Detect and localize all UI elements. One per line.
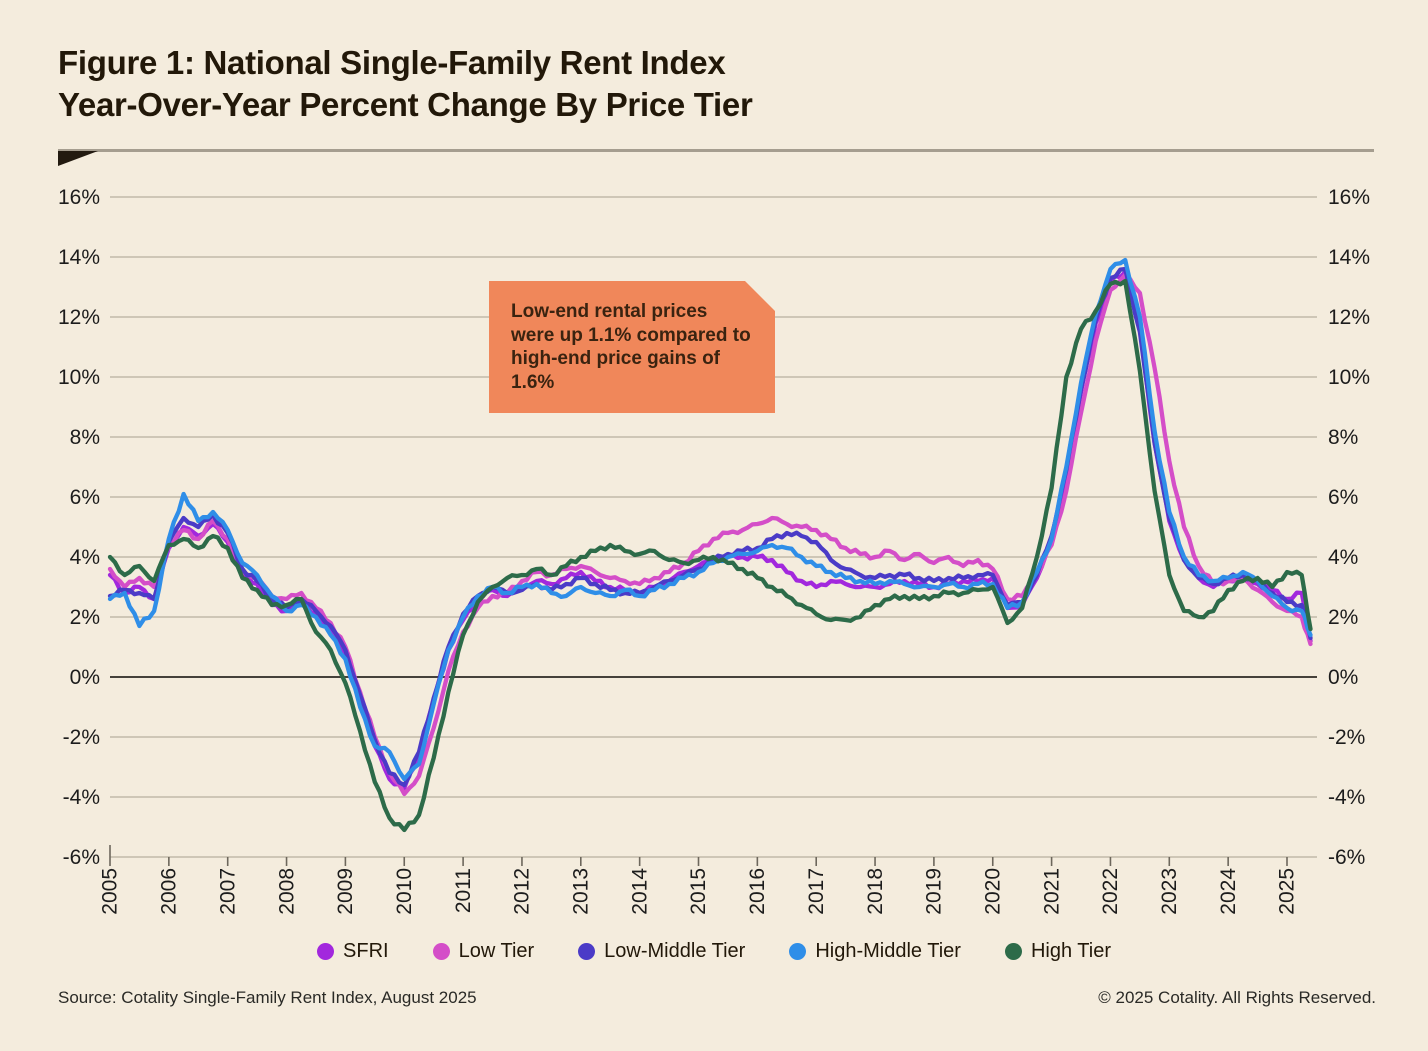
- y-axis-label-left-2pct: 2%: [70, 606, 100, 629]
- legend-dot-high-tier: [1004, 943, 1022, 960]
- copyright-note: © 2025 Cotality. All Rights Reserved.: [1098, 988, 1376, 1007]
- source-note: Source: Cotality Single-Family Rent Inde…: [58, 988, 477, 1007]
- legend-label-low-middle-tier: Low-Middle Tier: [604, 940, 746, 962]
- x-axis-label-2024: 2024: [1217, 868, 1240, 915]
- x-axis-label-2012: 2012: [511, 868, 534, 915]
- x-axis-label-2017: 2017: [805, 868, 828, 915]
- legend-dot-low-middle-tier: [578, 943, 596, 960]
- legend-item-low-tier: Low Tier: [432, 940, 535, 963]
- y-axis-label-right-12pct: 12%: [1328, 306, 1370, 329]
- y-axis-label-right-14pct: 14%: [1328, 246, 1370, 269]
- legend-dot-sfri: [317, 943, 335, 960]
- y-axis-label-right--4pct: -4%: [1328, 786, 1365, 809]
- y-axis-label-left-0pct: 0%: [70, 666, 100, 689]
- y-axis-label-left--2pct: -2%: [63, 726, 100, 749]
- y-axis-label-right--6pct: -6%: [1328, 846, 1365, 869]
- x-axis-label-2019: 2019: [923, 868, 946, 915]
- y-axis-label-right-2pct: 2%: [1328, 606, 1358, 629]
- x-axis-label-2013: 2013: [570, 868, 593, 915]
- x-axis-label-2016: 2016: [746, 868, 769, 915]
- chart-legend: SFRI Low Tier Low-Middle Tier High-Middle T…: [0, 940, 1428, 963]
- legend-label-high-middle-tier: High-Middle Tier: [815, 940, 961, 962]
- y-axis-label-left-4pct: 4%: [70, 546, 100, 569]
- x-axis-label-2025: 2025: [1276, 868, 1299, 915]
- y-axis-label-left-16pct: 16%: [58, 186, 100, 209]
- figure-title-line1: Figure 1: National Single-Family Rent In…: [58, 44, 726, 81]
- legend-dot-high-middle-tier: [789, 943, 807, 960]
- y-axis-label-right-16pct: 16%: [1328, 186, 1370, 209]
- series-line-low-tier: [107, 272, 1313, 797]
- figure-title-line2: Year-Over-Year Percent Change By Price T…: [58, 86, 753, 124]
- x-axis-label-2020: 2020: [981, 868, 1004, 915]
- y-axis-label-left-12pct: 12%: [58, 306, 100, 329]
- x-axis-label-2010: 2010: [393, 868, 416, 915]
- x-axis-label-2023: 2023: [1158, 868, 1181, 915]
- x-axis-label-2005: 2005: [99, 868, 122, 915]
- y-axis-label-right-10pct: 10%: [1328, 366, 1370, 389]
- x-axis-label-2015: 2015: [687, 868, 710, 915]
- series-line-low-middle-tier: [107, 266, 1313, 788]
- legend-label-high-tier: High Tier: [1030, 940, 1111, 962]
- legend-label-sfri: SFRI: [343, 940, 389, 962]
- y-axis-label-right-8pct: 8%: [1328, 426, 1358, 449]
- legend-item-high-tier: High Tier: [1004, 940, 1111, 963]
- figure-title: Figure 1: National Single-Family Rent In…: [58, 42, 753, 126]
- x-axis-label-2021: 2021: [1040, 868, 1063, 915]
- legend-item-low-middle-tier: Low-Middle Tier: [578, 940, 745, 963]
- x-axis-label-2007: 2007: [216, 868, 239, 915]
- y-axis-label-left--4pct: -4%: [63, 786, 100, 809]
- series-line-high-middle-tier: [107, 257, 1313, 782]
- annotation-callout-text: Low-end rental prices were up 1.1% compa…: [511, 301, 751, 393]
- y-axis-label-left-6pct: 6%: [70, 486, 100, 509]
- y-axis-label-right-6pct: 6%: [1328, 486, 1358, 509]
- legend-item-sfri: SFRI: [317, 940, 389, 963]
- x-axis-label-2006: 2006: [158, 868, 181, 915]
- header-rule: [58, 149, 1374, 152]
- y-axis-label-left-8pct: 8%: [70, 426, 100, 449]
- x-axis-label-2018: 2018: [864, 868, 887, 915]
- x-axis-label-2008: 2008: [275, 868, 298, 915]
- legend-dot-low-tier: [432, 943, 450, 960]
- y-axis-label-right-0pct: 0%: [1328, 666, 1358, 689]
- x-axis-label-2014: 2014: [628, 868, 651, 915]
- x-axis-label-2022: 2022: [1099, 868, 1122, 915]
- x-axis-label-2011: 2011: [452, 868, 475, 913]
- y-axis-label-left-10pct: 10%: [58, 366, 100, 389]
- annotation-callout: Low-end rental prices were up 1.1% compa…: [489, 281, 775, 413]
- y-axis-label-left-14pct: 14%: [58, 246, 100, 269]
- y-axis-label-left--6pct: -6%: [63, 846, 100, 869]
- series-line-high-tier: [107, 278, 1313, 833]
- y-axis-label-right-4pct: 4%: [1328, 546, 1358, 569]
- y-axis-label-right--2pct: -2%: [1328, 726, 1365, 749]
- legend-item-high-middle-tier: High-Middle Tier: [789, 940, 961, 963]
- legend-label-low-tier: Low Tier: [458, 940, 535, 962]
- x-axis-label-2009: 2009: [334, 868, 357, 915]
